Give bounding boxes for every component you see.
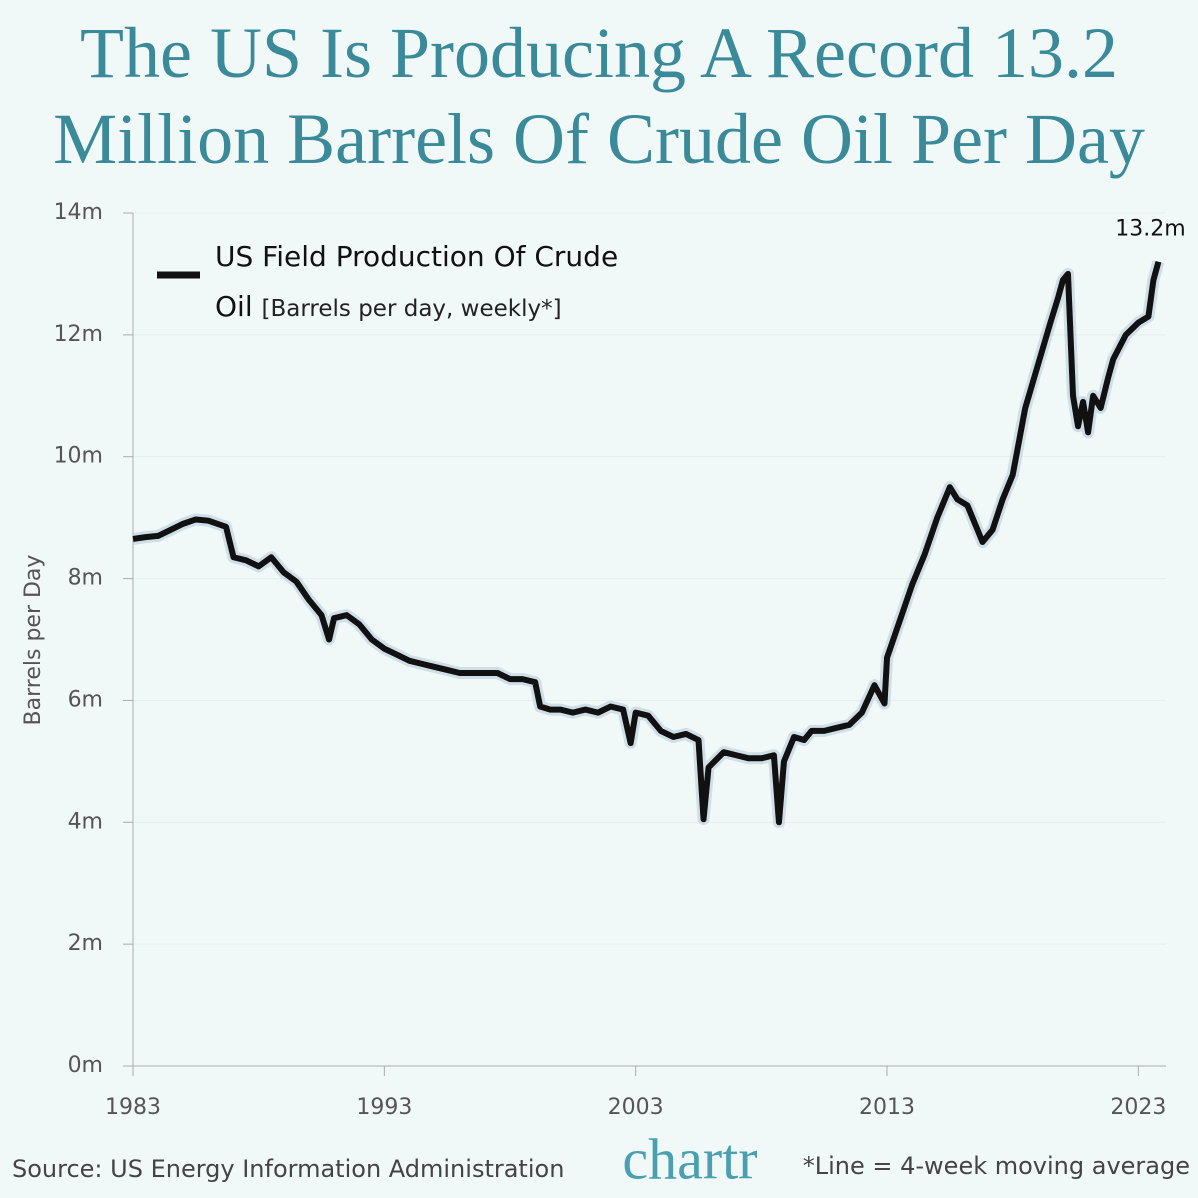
x-tick-label: 2003 (608, 1095, 664, 1120)
x-tick-label: 1983 (105, 1095, 161, 1120)
line (132, 260, 1162, 826)
y-tick-label: 2m (68, 931, 103, 956)
y-tick-label: 4m (68, 809, 103, 834)
source: Source: US Energy Information Administra… (12, 1155, 564, 1183)
legend-note: [Barrels per day, weekly*] (261, 296, 562, 322)
legend: US Field Production Of Crude Oil [Barrel… (215, 232, 645, 334)
y-tick-label: 8m (68, 566, 103, 591)
x-tick-label: 2023 (1110, 1095, 1166, 1120)
y-tick-label: 14m (54, 200, 103, 225)
line-halo (132, 260, 1165, 829)
y-tick-label: 0m (68, 1053, 103, 1078)
y-tick-label: 6m (68, 687, 103, 712)
y-tick-label: 10m (54, 444, 103, 469)
x-tick-label: 2013 (859, 1095, 915, 1120)
footnote: *Line = 4-week moving average (803, 1152, 1190, 1180)
chart-title: The US Is Producing A Record 13.2 Millio… (53, 13, 1145, 179)
logo: chartr (622, 1126, 757, 1191)
y-tick-label: 12m (54, 322, 103, 347)
x-tick-label: 1993 (356, 1095, 412, 1120)
annotation: 13.2m (1115, 217, 1185, 242)
legend-label: US Field Production Of Crude Oil (215, 240, 619, 323)
y-axis-label: Barrels per Day (21, 555, 46, 726)
